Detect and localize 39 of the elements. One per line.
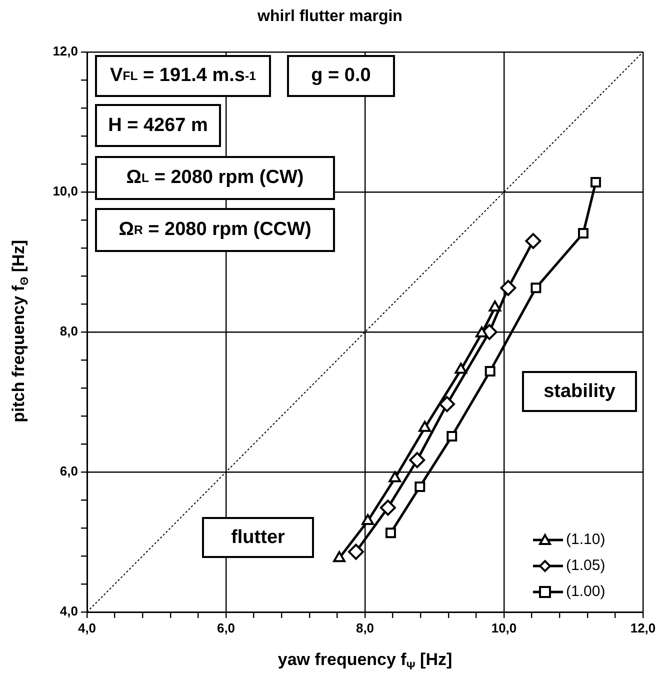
point [348,544,364,560]
point [362,514,374,525]
legend-label: (1.00) [566,583,606,600]
legend-label: (1.05) [566,557,606,574]
point [578,228,588,239]
y-tick-label: 12,0 [52,44,78,59]
y-tick-label: 10,0 [52,184,78,199]
point [590,176,601,188]
point [333,551,346,562]
text-box: flutter [202,517,314,558]
text-box: stability [522,371,637,412]
point [484,366,496,376]
point [488,300,502,312]
x-axis-title: yaw frequency f$_{Ψ}$ [Hz] [276,650,454,672]
point [409,452,426,468]
point [454,362,468,374]
x-tick-label: 4,0 [78,620,96,636]
point [418,420,431,432]
point [439,396,456,412]
chart-title: whirl flutter margin [256,8,404,26]
point [380,500,396,516]
y-tick-label: 8,0 [60,324,78,339]
point [385,528,396,538]
point [414,481,426,492]
point [446,431,458,442]
x-tick-label: 12,0 [630,620,656,636]
x-tick-label: 6,0 [216,620,236,636]
point [525,233,542,249]
x-tick-label: 8,0 [356,620,374,636]
legend-label: (1.10) [566,531,606,548]
text-box: g = 0.0 [287,55,395,97]
point [530,282,542,294]
y-tick-label: 4,0 [60,604,78,619]
y-tick-label: 6,0 [60,464,78,479]
point [476,326,488,338]
point [500,280,516,296]
text-box: H = 4267 m [95,104,221,147]
x-tick-label: 10,0 [491,620,517,636]
point [388,471,402,482]
